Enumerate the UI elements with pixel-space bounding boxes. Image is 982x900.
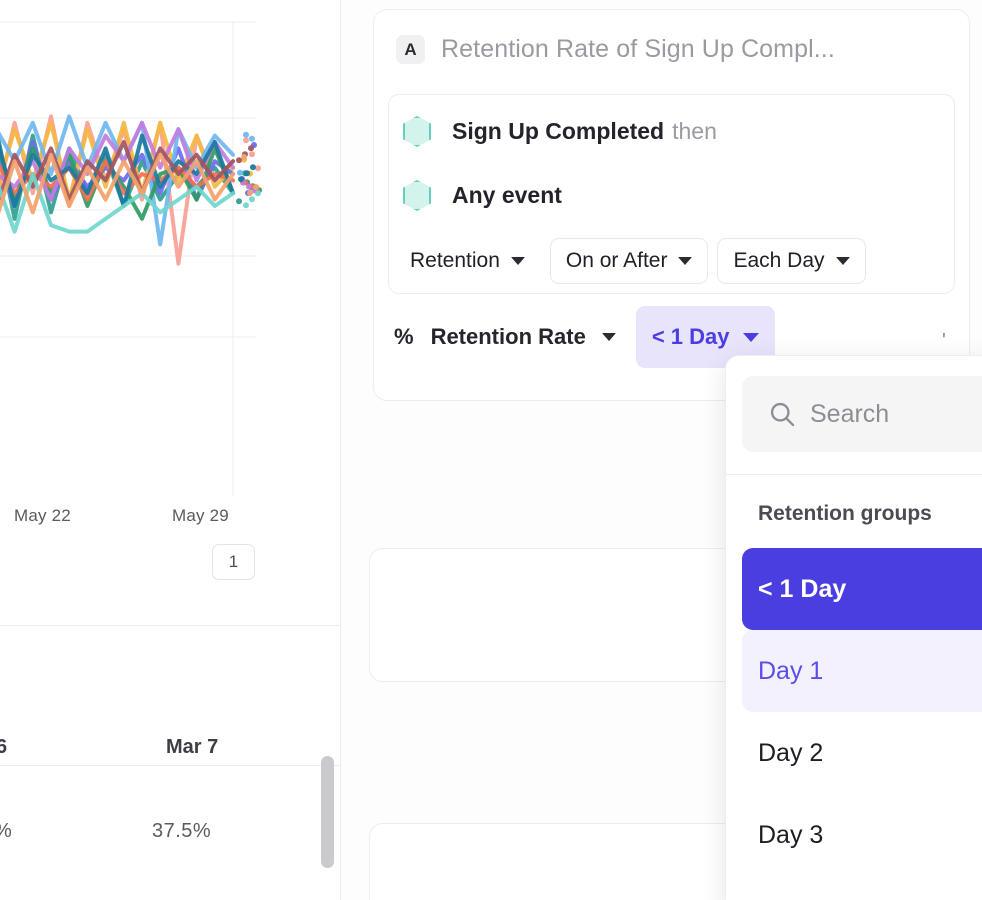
dropdown-search-wrap bbox=[742, 376, 982, 452]
retention-line-chart[interactable] bbox=[0, 0, 340, 496]
retention-window-label: On or After bbox=[565, 249, 668, 272]
query-card-a: A Retention Rate of Sign Up Compl... Sig… bbox=[373, 9, 970, 401]
retention-window-select[interactable]: On or After bbox=[549, 238, 709, 284]
page-number-badge[interactable]: 1 bbox=[212, 544, 255, 580]
table-column-header: Mar 7 bbox=[166, 736, 219, 758]
chevron-down-icon bbox=[510, 257, 525, 265]
dropdown-item-lt-1-day[interactable]: < 1 Day bbox=[742, 548, 982, 630]
granularity-label: Each Day bbox=[733, 249, 825, 272]
table-vertical-scrollbar[interactable] bbox=[321, 756, 334, 868]
query-header: A Retention Rate of Sign Up Compl... bbox=[396, 35, 835, 64]
chevron-down-icon bbox=[743, 332, 760, 342]
chart-series-lines bbox=[0, 114, 235, 266]
measure-type-label: Retention bbox=[410, 249, 500, 272]
chart-gridlines bbox=[0, 21, 256, 496]
dropdown-item-day-3[interactable]: Day 3 bbox=[758, 820, 824, 849]
query-title[interactable]: Retention Rate of Sign Up Compl... bbox=[441, 35, 835, 63]
right-config-panel: + + A Retention Rate of Sign Up Compl...… bbox=[341, 0, 982, 900]
chart-forecast-dots bbox=[236, 131, 262, 209]
table-cell: 37.5% bbox=[152, 820, 212, 842]
event-suffix: then bbox=[672, 118, 717, 144]
panel-divider bbox=[0, 625, 340, 626]
chart-x-axis: May 22 May 29 bbox=[0, 496, 340, 542]
chevron-down-icon[interactable] bbox=[601, 333, 616, 341]
chevron-down-icon bbox=[835, 257, 850, 265]
table-header-rule bbox=[0, 765, 340, 766]
event-row-1[interactable]: Sign Up Completed then bbox=[403, 116, 717, 147]
dropdown-group-header: Retention groups i bbox=[726, 486, 982, 542]
measure-type-select[interactable]: Retention bbox=[400, 238, 541, 284]
dropdown-group-label: Retention groups bbox=[758, 502, 932, 525]
dropdown-item-day-2[interactable]: Day 2 bbox=[758, 738, 824, 767]
granularity-select[interactable]: Each Day bbox=[717, 238, 866, 284]
dropdown-divider bbox=[726, 474, 982, 475]
x-tick-label: May 22 bbox=[14, 506, 71, 525]
retention-table: 6 Mar 7 % 37.5% bbox=[0, 626, 340, 900]
left-chart-panel: May 22 May 29 1 6 Mar 7 % 37.5% bbox=[0, 0, 341, 900]
query-letter-badge: A bbox=[396, 35, 425, 64]
metric-name[interactable]: Retention Rate bbox=[430, 324, 586, 349]
dropdown-item-day-1[interactable]: Day 1 bbox=[742, 630, 982, 712]
event-name[interactable]: Any event bbox=[452, 182, 562, 208]
scrollbar-thumb[interactable] bbox=[321, 756, 334, 868]
hexagon-icon bbox=[403, 180, 431, 211]
percent-sign: % bbox=[394, 324, 414, 349]
retention-group-dropdown: Retention groups i < 1 Day Day 1 Day 2 D… bbox=[725, 355, 982, 900]
event-definition-box: Sign Up Completed then Any event Retenti… bbox=[388, 94, 955, 352]
search-input[interactable] bbox=[742, 376, 982, 452]
clipped-control-stub: ' bbox=[942, 330, 946, 352]
x-tick-label: May 29 bbox=[172, 506, 229, 525]
event-row-2[interactable]: Any event bbox=[403, 180, 562, 211]
retention-group-label: < 1 Day bbox=[651, 324, 730, 349]
chevron-down-icon bbox=[678, 257, 693, 265]
table-column-header: 6 bbox=[0, 736, 7, 759]
hexagon-icon bbox=[403, 116, 431, 147]
chart-svg bbox=[0, 21, 262, 496]
event-name[interactable]: Sign Up Completed bbox=[452, 118, 665, 144]
metric-row: % Retention Rate < 1 Day bbox=[394, 306, 776, 368]
table-cell: % bbox=[0, 820, 12, 843]
measure-controls: Retention On or After Each Day bbox=[400, 238, 866, 284]
